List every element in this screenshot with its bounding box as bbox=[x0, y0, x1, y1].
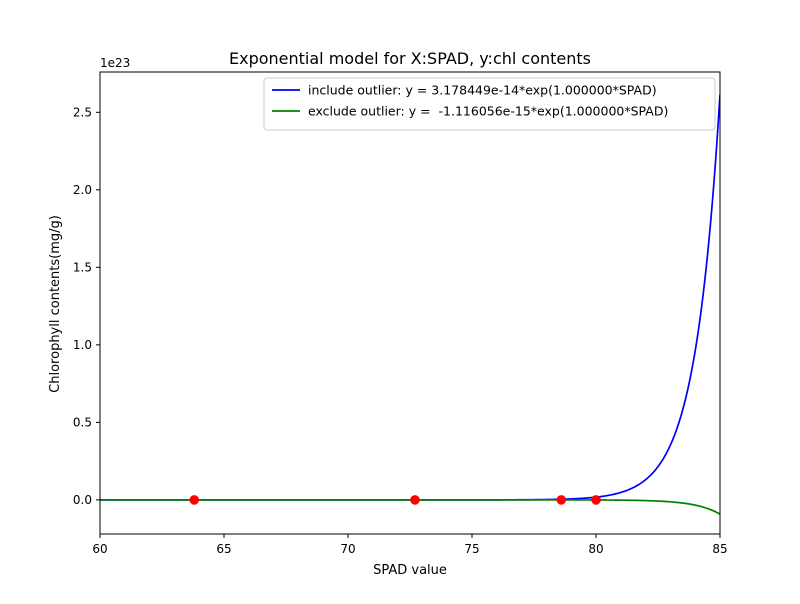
y-tick-label: 2.0 bbox=[73, 183, 92, 197]
y-tick-label: 1.5 bbox=[73, 260, 92, 274]
series-group bbox=[100, 94, 720, 515]
data-point bbox=[189, 495, 200, 505]
exclude-outlier-line bbox=[100, 499, 720, 515]
y-tick-label: 2.5 bbox=[73, 105, 92, 119]
chart-title: Exponential model for X:SPAD, y:chl cont… bbox=[229, 49, 591, 68]
legend: include outlier: y = 3.178449e-14*exp(1.… bbox=[263, 77, 716, 131]
y-offset-label: 1e23 bbox=[100, 56, 130, 70]
legend-box bbox=[263, 77, 716, 131]
plot-frame bbox=[99, 71, 721, 535]
legend-entry-label: include outlier: y = 3.178449e-14*exp(1.… bbox=[308, 83, 657, 98]
x-tick-label: 60 bbox=[92, 542, 107, 556]
y-tick-label: 0.5 bbox=[73, 415, 92, 429]
x-tick-label: 80 bbox=[588, 542, 603, 556]
data-point bbox=[410, 495, 420, 505]
y-tick-label: 1.0 bbox=[73, 338, 92, 352]
data-point bbox=[591, 495, 601, 505]
plot-area: 60 65 70 75 80 85 0.0 0.5 1.0 1.5 2.0 2.5 bbox=[73, 71, 728, 556]
x-tick-label: 85 bbox=[712, 542, 727, 556]
legend-entry-label: exclude outlier: y = -1.116056e-15*exp(1… bbox=[308, 104, 668, 119]
x-tick-label: 75 bbox=[464, 542, 479, 556]
data-point bbox=[556, 495, 567, 505]
y-tick-label: 0.0 bbox=[73, 493, 92, 507]
x-tick-label: 70 bbox=[340, 542, 355, 556]
x-tick-label: 65 bbox=[216, 542, 231, 556]
y-axis-label: Chlorophyll contents(mg/g) bbox=[48, 215, 63, 393]
x-axis-label: SPAD value bbox=[373, 563, 447, 578]
